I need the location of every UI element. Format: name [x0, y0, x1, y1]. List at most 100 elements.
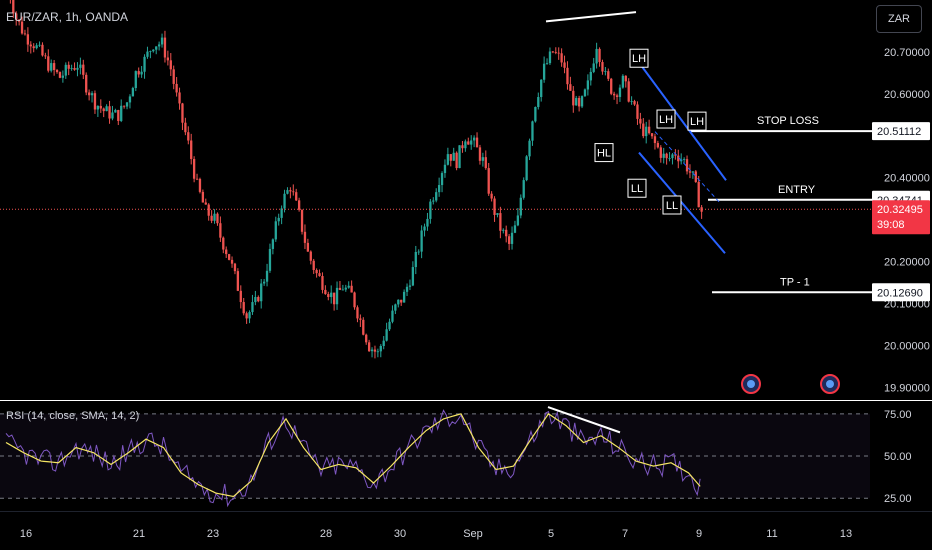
candle-body: [446, 154, 450, 165]
candle-body: [429, 201, 432, 219]
candle-body: [350, 285, 353, 293]
channel-lower-line[interactable]: [638, 151, 726, 254]
candle-body: [598, 48, 601, 63]
candle-body: [268, 248, 272, 271]
candle-body: [484, 157, 487, 169]
rsi-title: RSI (14, close, SMA, 14, 2): [6, 410, 140, 422]
candle-body: [551, 51, 555, 53]
candle-body: [227, 254, 231, 260]
stop-loss-price-tag: [872, 122, 930, 141]
channel-upper-line[interactable]: [641, 66, 727, 181]
candle-body: [271, 239, 275, 249]
time-axis-label: 28: [320, 528, 332, 540]
candle-body: [55, 69, 59, 73]
swing-label-lh: LH: [656, 109, 676, 129]
candle-body: [440, 173, 444, 186]
candle-body: [335, 287, 339, 305]
candle-body: [108, 106, 111, 119]
candle-body: [405, 286, 409, 292]
candle-body: [248, 312, 251, 319]
candle-body: [470, 140, 473, 145]
candle-body: [569, 84, 572, 91]
time-axis-label: 30: [394, 528, 406, 540]
candle-body: [545, 63, 549, 64]
candle-body: [437, 185, 441, 193]
candle-body: [604, 71, 607, 73]
channel-mid-line: [654, 131, 721, 204]
candle-body: [475, 137, 479, 148]
candle-body: [356, 307, 359, 319]
candle-body: [645, 126, 648, 137]
swing-label-text: LL: [631, 183, 643, 195]
candle-body: [321, 276, 324, 290]
candle-body: [41, 44, 44, 56]
candle-body: [575, 97, 578, 106]
price-axis: 20.70000 20.60000 20.40000 20.20000 20.10000…: [884, 47, 930, 394]
candle-body: [490, 193, 493, 199]
price-axis-label: 20.00000: [884, 340, 930, 352]
time-axis: 16 21 23 28 30 Sep 5 7 9 11 13: [20, 528, 852, 540]
candle-body: [688, 171, 692, 173]
candle-body: [219, 223, 222, 238]
candle-body: [630, 101, 633, 102]
candle-body: [125, 102, 129, 107]
candle-body: [621, 75, 625, 88]
candle-body: [20, 21, 24, 34]
candle-body: [137, 71, 140, 75]
candle-body: [163, 37, 167, 58]
candle-body: [64, 64, 67, 76]
candle-body: [82, 64, 85, 75]
candle-body: [697, 181, 700, 208]
candle-body: [61, 75, 65, 78]
candle-body: [195, 178, 199, 180]
candle-body: [47, 56, 50, 71]
candle-body: [636, 104, 639, 119]
candle-body: [592, 63, 595, 72]
swing-label-text: HL: [597, 148, 611, 160]
rsi-divergence-line[interactable]: [547, 406, 621, 434]
resistance-trendline[interactable]: [545, 11, 637, 23]
time-axis-label: Sep: [463, 528, 483, 540]
candle-body: [105, 106, 108, 112]
candle-body: [58, 72, 62, 78]
candle-body: [618, 87, 622, 97]
candle-body: [17, 19, 21, 22]
candle-body: [131, 88, 135, 97]
economic-event-icon[interactable]: [820, 374, 840, 394]
candle-body: [426, 218, 429, 227]
candle-body: [23, 33, 27, 35]
candle-body: [292, 191, 295, 193]
candle-body: [96, 105, 100, 110]
candle-body: [411, 267, 415, 286]
candle-body: [344, 287, 347, 290]
candle-body: [134, 71, 137, 89]
candle-body: [87, 92, 91, 96]
swing-label-ll: LL: [627, 178, 647, 198]
candle-body: [674, 154, 677, 156]
currency-button[interactable]: ZAR: [876, 5, 922, 33]
candle-body: [140, 71, 143, 75]
candle-body: [128, 96, 132, 103]
candle-body: [400, 299, 403, 303]
candle-body: [414, 251, 417, 268]
candle-body: [306, 242, 310, 252]
current-price-text: 20.32495: [877, 204, 923, 216]
candle-body: [595, 48, 598, 64]
swing-label-box: [662, 195, 682, 215]
candle-body: [26, 34, 30, 45]
candle-body: [102, 108, 105, 112]
candle-body: [443, 164, 447, 174]
candle-body: [242, 302, 245, 314]
tp1-price-text: 20.12690: [877, 287, 923, 299]
candle-body: [225, 249, 228, 255]
candle-body: [324, 289, 327, 295]
candle-body: [487, 168, 490, 194]
candle-body: [283, 193, 286, 209]
economic-event-icon[interactable]: [741, 374, 761, 394]
candle-body: [647, 126, 651, 134]
candle-body: [181, 103, 184, 123]
candle-body: [700, 207, 703, 212]
swing-label-box: [687, 111, 707, 131]
